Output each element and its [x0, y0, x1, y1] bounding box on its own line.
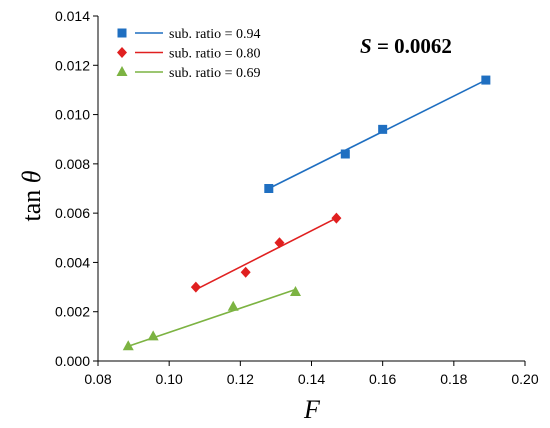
data-point-series-1: [340, 149, 350, 159]
ticks: 0.08 0.10 0.12 0.14 0.16 0.18 0.20 0.000 0.002 0.…: [55, 8, 539, 387]
data-point-series-3: [147, 330, 159, 341]
x-tick-label: 0.16: [369, 371, 396, 387]
data-point-series-1: [264, 184, 274, 193]
data-point-series-3: [122, 340, 134, 351]
y-axis-title: tan θ: [17, 170, 46, 221]
legend-label-series-3: sub. ratio = 0.69: [169, 66, 261, 81]
x-tick-label: 0.14: [298, 371, 325, 387]
data-point-series-1: [481, 75, 491, 85]
data-point-series-2: [190, 281, 201, 293]
legend-marker-series-3: [116, 66, 128, 76]
data-point-series-2: [331, 212, 342, 224]
y-tick-label: 0.006: [55, 205, 90, 221]
legend-marker-series-1: [117, 28, 127, 38]
y-tick-label: 0.012: [55, 57, 90, 73]
legend-marker-series-2: [117, 47, 127, 58]
legend: sub. ratio = 0.94 sub. ratio = 0.80 sub. r…: [116, 27, 261, 81]
axes: [97, 16, 525, 362]
y-tick-label: 0.002: [55, 304, 90, 320]
data-point-series-2: [274, 237, 285, 249]
legend-label-series-1: sub. ratio = 0.94: [169, 27, 261, 42]
fit-line-series-2: [195, 217, 337, 291]
x-tick-label: 0.20: [511, 371, 538, 387]
y-tick-label: 0.004: [55, 254, 90, 270]
x-tick-label: 0.12: [227, 371, 254, 387]
x-tick-label: 0.08: [84, 371, 111, 387]
fit-lines: [127, 79, 487, 347]
data-markers: [122, 75, 491, 351]
y-axis-title-symbol: θ: [17, 170, 46, 183]
legend-label-series-2: sub. ratio = 0.80: [169, 47, 261, 62]
x-tick-label: 0.18: [440, 371, 467, 387]
s-annotation: S = 0.0062: [360, 34, 452, 58]
s-annotation-value: = 0.0062: [372, 34, 452, 58]
data-point-series-1: [378, 124, 388, 134]
x-tick-label: 0.10: [156, 371, 183, 387]
y-tick-label: 0.000: [55, 353, 90, 369]
y-tick-label: 0.008: [55, 156, 90, 172]
y-tick-label: 0.010: [55, 107, 90, 123]
y-axis-title-prefix: tan: [17, 183, 46, 221]
s-annotation-symbol: S: [360, 34, 372, 58]
y-tick-label: 0.014: [55, 8, 90, 24]
data-point-series-3: [289, 286, 301, 296]
x-axis-title: F: [303, 395, 321, 424]
data-point-series-2: [240, 266, 251, 278]
data-point-series-3: [227, 300, 239, 311]
fit-line-series-1: [268, 79, 487, 190]
